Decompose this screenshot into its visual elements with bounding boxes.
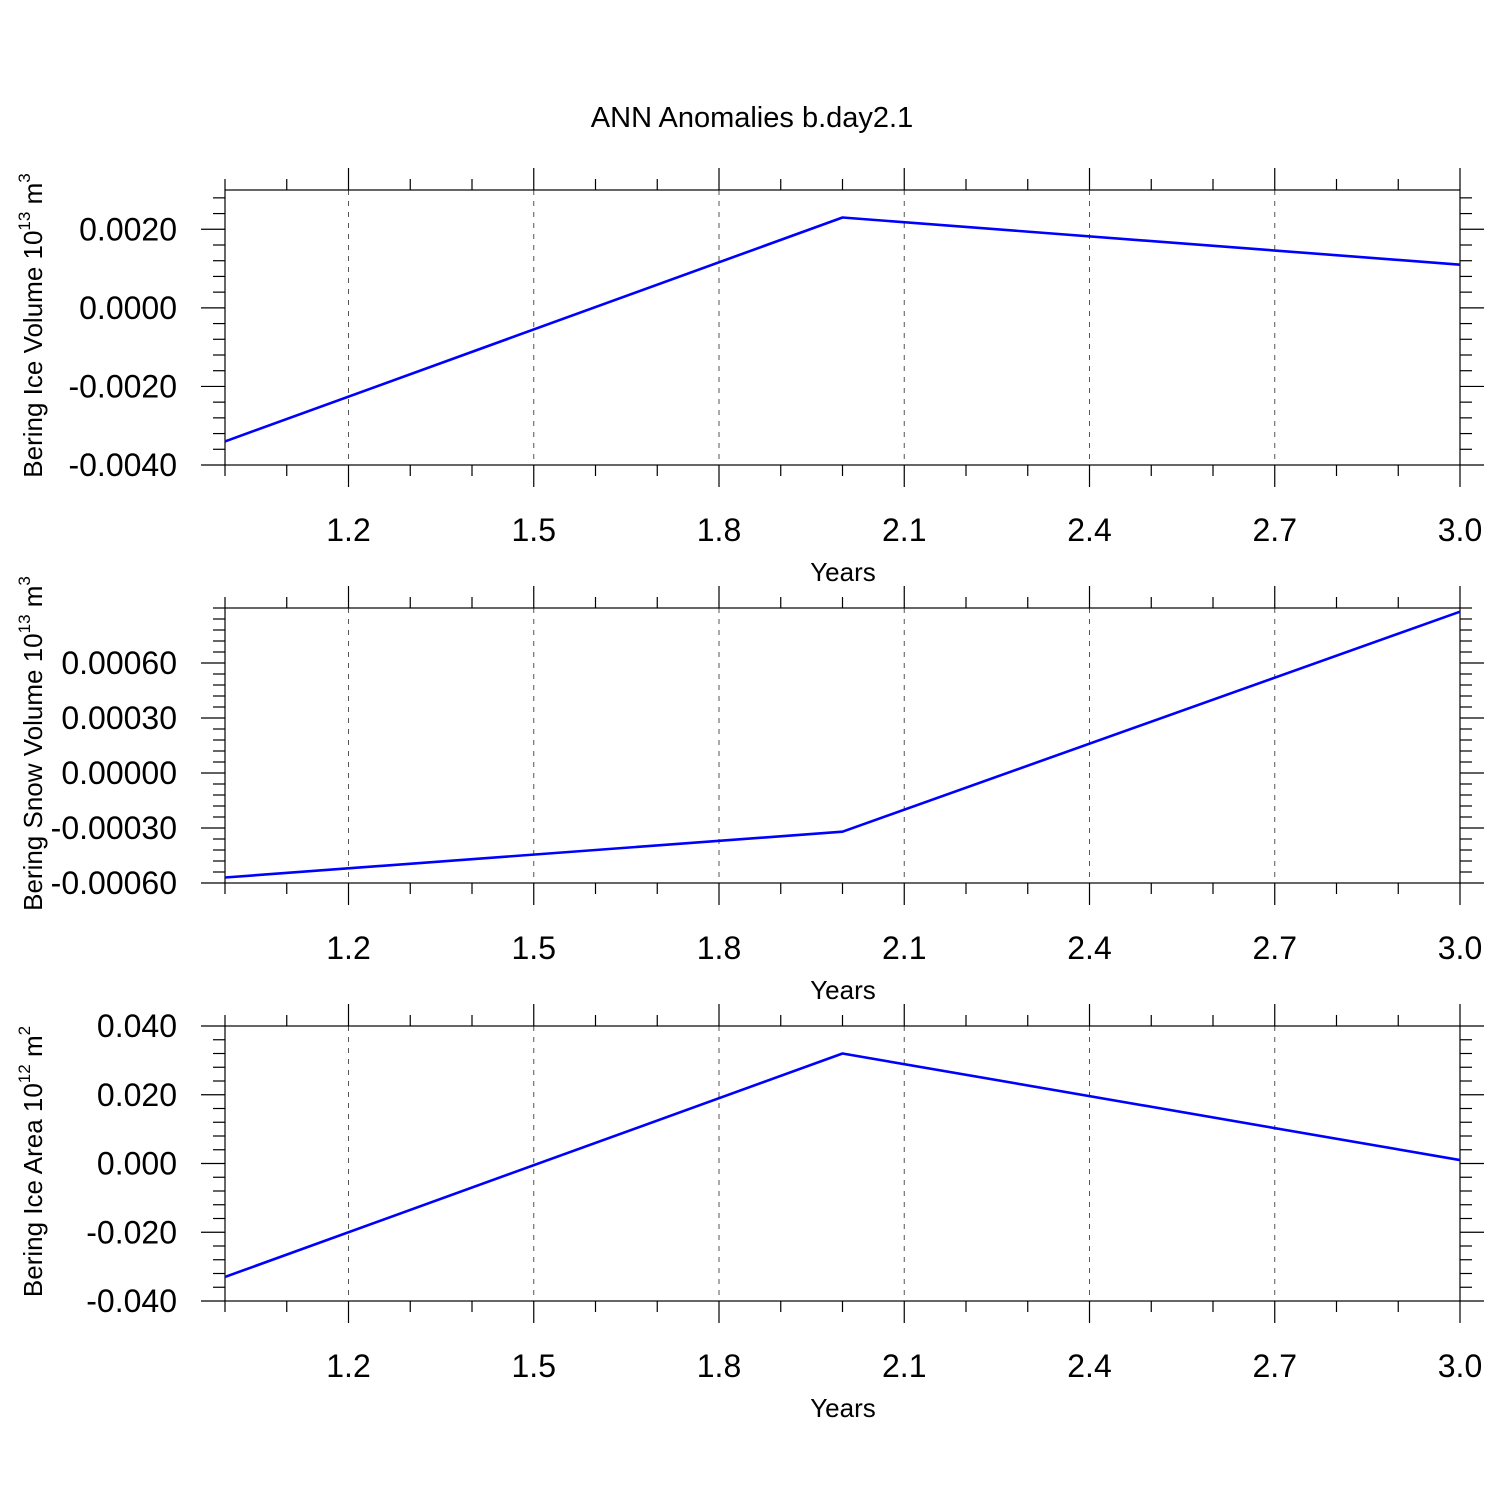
data-line: [224, 216, 1461, 443]
plot-frame: [224, 607, 1461, 884]
y-tick-label: 0.00060: [61, 645, 177, 681]
y-tick-label: 0.0020: [79, 211, 177, 247]
panel-2: 1.2 1.5 1.8 2.1 2.4 2.7 3.0 0.00060 0.00030 0.000…: [15, 576, 1484, 1005]
x-tick-label: 1.5: [512, 512, 556, 548]
figure-title: ANN Anomalies b.day2.1: [591, 102, 913, 134]
x-tick-label: 3.0: [1438, 930, 1482, 966]
x-tick-label: 2.4: [1067, 930, 1111, 966]
y-axis-title-ylabel: Bering Ice Area 10: [18, 1083, 48, 1297]
x-tick-label: 1.5: [512, 1348, 556, 1384]
data-line: [224, 610, 1461, 879]
x-tick-label: 1.2: [326, 930, 370, 966]
y-tick-label: -0.0040: [68, 447, 177, 483]
panels-group: 1.2 1.5 1.8 2.1 2.4 2.7 3.0 0.0020 0.0000 -0.0020…: [15, 168, 1484, 1423]
y-tick-label: 0.0000: [79, 290, 177, 326]
x-tick-label: 1.2: [326, 1348, 370, 1384]
x-tick-label: 2.4: [1067, 1348, 1111, 1384]
y-axis-title-ylabel-unit-exp: 3: [15, 173, 34, 182]
y-axis-title-ylabel: Bering Snow Volume 10: [18, 633, 48, 911]
y-tick-label: -0.0020: [68, 368, 177, 404]
y-tick-label: -0.00060: [51, 865, 177, 901]
x-tick-label: 2.1: [882, 1348, 926, 1384]
y-tick-label: 0.00000: [61, 755, 177, 791]
x-tick-label: 1.2: [326, 512, 370, 548]
y-axis-title-ylabel-unit: m: [18, 183, 48, 212]
x-tick-label: 2.7: [1253, 1348, 1297, 1384]
x-axis-title: Years: [810, 975, 876, 1005]
y-axis-title-ylabel-unit: m: [18, 1035, 48, 1064]
y-tick-label: 0.00030: [61, 700, 177, 736]
y-axis-title: Bering Ice Area 1012 m2: [15, 1026, 48, 1297]
x-tick-label: 1.8: [697, 1348, 741, 1384]
x-tick-label: 2.1: [882, 512, 926, 548]
y-axis-title: Bering Ice Volume 1013 m3: [15, 173, 48, 477]
y-tick-label: -0.040: [86, 1283, 177, 1319]
y-axis-title-ylabel-unit: m: [18, 586, 48, 615]
x-tick-label: 2.4: [1067, 512, 1111, 548]
y-axis-title-ylabel-exp: 13: [15, 212, 34, 231]
plot-frame: [224, 1025, 1461, 1302]
panel-1: 1.2 1.5 1.8 2.1 2.4 2.7 3.0 0.0020 0.0000 -0.0020…: [15, 168, 1484, 587]
x-tick-label: 1.8: [697, 930, 741, 966]
y-axis-title-ylabel-exp: 13: [15, 614, 34, 633]
y-tick-label: -0.020: [86, 1214, 177, 1250]
y-tick-label: 0.000: [97, 1146, 177, 1182]
x-tick-label: 2.1: [882, 930, 926, 966]
x-tick-label: 1.8: [697, 512, 741, 548]
y-axis-title: Bering Snow Volume 1013 m3: [15, 576, 48, 911]
x-tick-label: 3.0: [1438, 512, 1482, 548]
y-axis-title-ylabel-unit-exp: 3: [15, 576, 34, 585]
panel-3: 1.2 1.5 1.8 2.1 2.4 2.7 3.0 0.040 0.020 0.000 -0.0…: [15, 1004, 1484, 1423]
plot-frame: [224, 189, 1461, 466]
data-line: [224, 1052, 1461, 1279]
x-tick-label: 3.0: [1438, 1348, 1482, 1384]
y-axis-title-ylabel-exp: 12: [15, 1064, 34, 1083]
x-tick-label: 2.7: [1253, 930, 1297, 966]
y-tick-label: 0.020: [97, 1077, 177, 1113]
y-tick-label: -0.00030: [51, 810, 177, 846]
y-tick-label: 0.040: [97, 1008, 177, 1044]
y-axis-title-ylabel: Bering Ice Volume 10: [18, 231, 48, 478]
x-tick-label: 1.5: [512, 930, 556, 966]
y-axis-title-ylabel-unit-exp: 2: [15, 1026, 34, 1035]
x-axis-title: Years: [810, 1393, 876, 1423]
x-axis-title: Years: [810, 557, 876, 587]
x-tick-label: 2.7: [1253, 512, 1297, 548]
